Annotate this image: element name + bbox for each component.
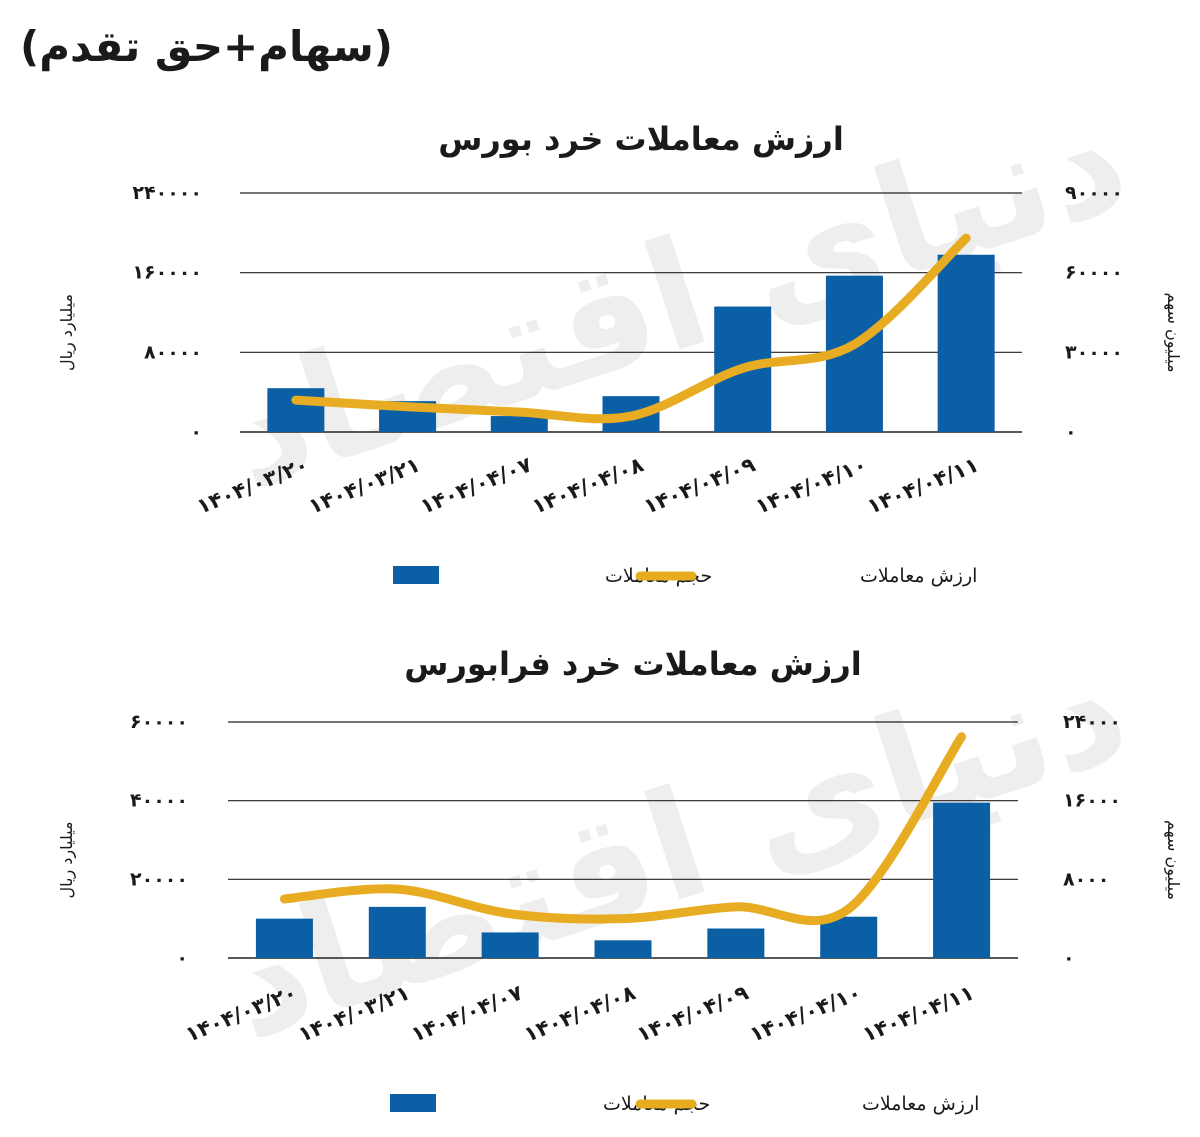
chart2-bar	[707, 928, 765, 958]
chart2-bar	[820, 916, 878, 958]
chart2-ytick-right-label: ۸۰۰۰	[1063, 868, 1109, 890]
chart1-xtick-label: ۱۴۰۴/۰۴/۰۸	[529, 452, 647, 518]
chart1-ytick-right-label: ۶۰۰۰۰	[1065, 262, 1123, 284]
chart2-bar	[255, 918, 313, 958]
chart1-bar	[937, 254, 995, 432]
chart2-bar	[933, 802, 991, 958]
chart2-ytick-left-label: ۰	[176, 947, 188, 969]
chart1-bar	[267, 388, 325, 432]
chart1-xtick-label: ۱۴۰۴/۰۴/۱۰	[752, 452, 870, 518]
chart1-xtick-label: ۱۴۰۴/۰۴/۱۱	[864, 452, 982, 518]
chart2-ytick-right-label: ۰	[1063, 947, 1075, 969]
chart2-ytick-right-label: ۲۴۰۰۰	[1063, 711, 1121, 733]
chart1-legend-bar-swatch	[393, 566, 439, 584]
chart2-bar	[481, 932, 539, 958]
chart2-ytick-left-label: ۲۰۰۰۰	[130, 868, 188, 890]
chart1-ylabel-left: میلیارد ریال	[57, 294, 77, 371]
chart1-xtick-label: ۱۴۰۴/۰۳/۲۱	[305, 452, 423, 518]
chart2-bar	[594, 940, 652, 958]
chart1-ylabel-right: میلیون سهم	[1163, 292, 1183, 372]
chart2-xtick-label: ۱۴۰۴/۰۴/۰۹	[633, 980, 751, 1046]
chart2-value-line	[279, 732, 967, 926]
chart1-ytick-left-label: ۰	[190, 421, 202, 443]
chart1-xtick-label: ۱۴۰۴/۰۳/۲۰	[193, 452, 311, 518]
chart1-bar	[490, 416, 548, 432]
chart2-xtick-label: ۱۴۰۴/۰۳/۲۰	[182, 980, 300, 1046]
page-title: (سهام+حق تقدم)	[20, 22, 393, 71]
chart2-xtick-label: ۱۴۰۴/۰۴/۰۸	[521, 980, 639, 1046]
chart1-xtick-label: ۱۴۰۴/۰۴/۰۷	[417, 452, 535, 518]
chart1-ytick-left-label: ۲۴۰۰۰۰	[132, 182, 202, 204]
chart1-ytick-right-label: ۳۰۰۰۰	[1065, 341, 1123, 363]
chart2-xtick-label: ۱۴۰۴/۰۴/۱۱	[859, 980, 977, 1046]
chart1-legend-line-label: ارزش معاملات	[860, 565, 977, 587]
chart2-bar	[368, 906, 426, 958]
chart1-ytick-left-label: ۱۶۰۰۰۰	[132, 262, 202, 284]
chart2-ytick-left-label: ۴۰۰۰۰	[130, 790, 188, 812]
chart2-ylabel-right: میلیون سهم	[1163, 820, 1183, 900]
chart1-ytick-right-label: ۹۰۰۰۰	[1065, 182, 1123, 204]
chart2-legend-bar-swatch	[390, 1094, 436, 1112]
chart2-xtick-label: ۱۴۰۴/۰۴/۱۰	[746, 980, 864, 1046]
chart2-legend-line-label: ارزش معاملات	[862, 1093, 979, 1115]
chart2-xtick-label: ۱۴۰۴/۰۴/۰۷	[408, 980, 526, 1046]
chart1-title: ارزش معاملات خرد بورس	[438, 120, 844, 158]
chart1-ytick-left-label: ۸۰۰۰۰	[144, 341, 202, 363]
chart2-title: ارزش معاملات خرد فرابورس	[404, 645, 861, 683]
chart2-ytick-left-label: ۶۰۰۰۰	[130, 711, 188, 733]
chart2-xtick-label: ۱۴۰۴/۰۳/۲۱	[295, 980, 413, 1046]
chart1-ytick-right-label: ۰	[1065, 421, 1077, 443]
chart2-ytick-right-label: ۱۶۰۰۰	[1063, 790, 1121, 812]
chart1-xtick-label: ۱۴۰۴/۰۴/۰۹	[640, 452, 758, 518]
chart2-ylabel-left: میلیارد ریال	[57, 821, 77, 898]
